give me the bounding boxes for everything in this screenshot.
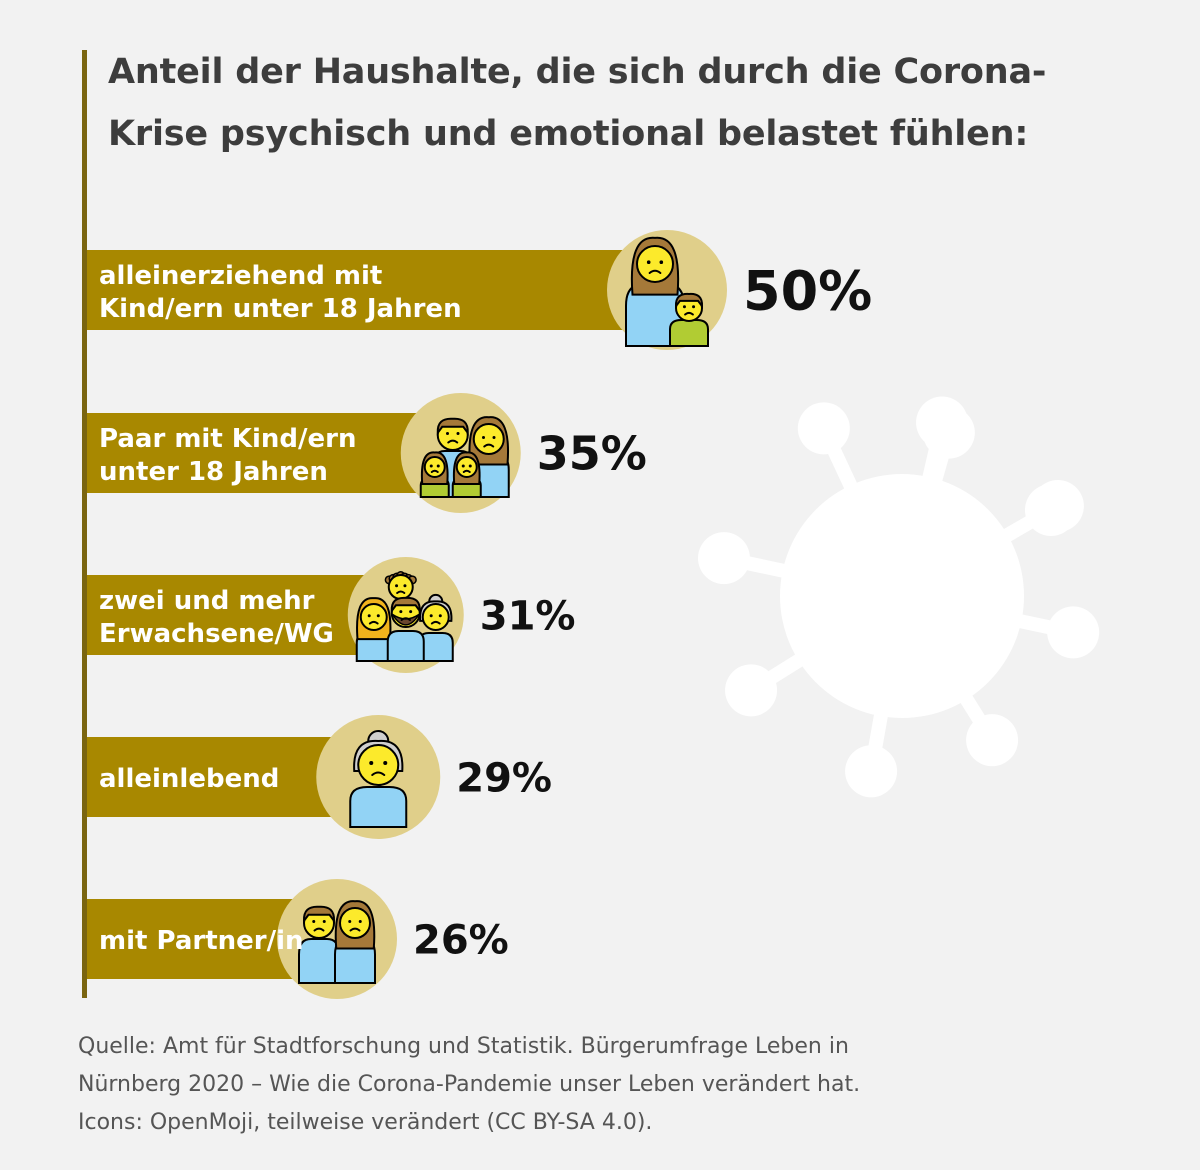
category-label: Paar mit Kind/ern bbox=[99, 424, 356, 454]
category-label: zwei und mehr bbox=[99, 586, 315, 616]
value-label: 50% bbox=[743, 259, 872, 322]
mother-child-icon bbox=[625, 236, 709, 347]
vertical-axis-line bbox=[82, 50, 87, 998]
bar-row: mit Partner/in 26% bbox=[87, 879, 509, 999]
virus-decoration bbox=[697, 396, 1100, 798]
chart-title-line-1: Anteil der Haushalte, die sich durch die… bbox=[108, 52, 1047, 92]
source-line-3: Icons: OpenMoji, teilweise verändert (CC… bbox=[78, 1110, 653, 1135]
virus-spike-knob bbox=[697, 532, 750, 585]
group-adults-icon bbox=[355, 571, 454, 662]
virus-spike-knob bbox=[966, 714, 1019, 767]
virus-spike-knob bbox=[1024, 484, 1077, 536]
virus-spike-knob bbox=[922, 406, 975, 459]
category-label: alleinlebend bbox=[99, 764, 279, 794]
couple-icon bbox=[298, 900, 376, 984]
virus-spike-knob bbox=[797, 402, 850, 455]
source-line-1: Quelle: Amt für Stadtforschung und Stati… bbox=[78, 1034, 849, 1059]
virus-spike bbox=[895, 589, 1081, 640]
virus-spike bbox=[895, 425, 956, 603]
virus-spike bbox=[744, 589, 909, 698]
category-label: unter 18 Jahren bbox=[99, 457, 328, 487]
value-label: 26% bbox=[413, 917, 509, 963]
virus-spike bbox=[864, 589, 909, 779]
virus-spike bbox=[895, 589, 1000, 748]
virus-spike bbox=[716, 551, 909, 603]
value-label: 31% bbox=[480, 593, 576, 639]
category-label: alleinerziehend mit bbox=[99, 261, 382, 291]
virus-spike-knob bbox=[845, 745, 898, 798]
value-label: 35% bbox=[537, 427, 647, 481]
family-icon bbox=[419, 416, 510, 498]
category-label: mit Partner/in bbox=[99, 926, 304, 956]
category-label: Kind/ern unter 18 Jahren bbox=[99, 294, 462, 324]
virus-spike bbox=[895, 503, 1058, 603]
virus-spike-knob bbox=[725, 664, 778, 717]
value-label: 29% bbox=[456, 755, 552, 801]
bar bbox=[87, 413, 461, 493]
category-label: Erwachsene/WG bbox=[99, 619, 334, 649]
elderly-woman-icon bbox=[349, 730, 408, 828]
chart-title-line-2: Krise psychisch und emotional belastet f… bbox=[108, 114, 1029, 154]
source-line-2: Nürnberg 2020 – Wie die Corona-Pandemie … bbox=[78, 1072, 861, 1097]
bar bbox=[87, 250, 667, 330]
bar-row: alleinlebend 29% bbox=[87, 715, 552, 839]
virus-spike-knob bbox=[1047, 606, 1100, 659]
virus-spike bbox=[816, 421, 909, 603]
